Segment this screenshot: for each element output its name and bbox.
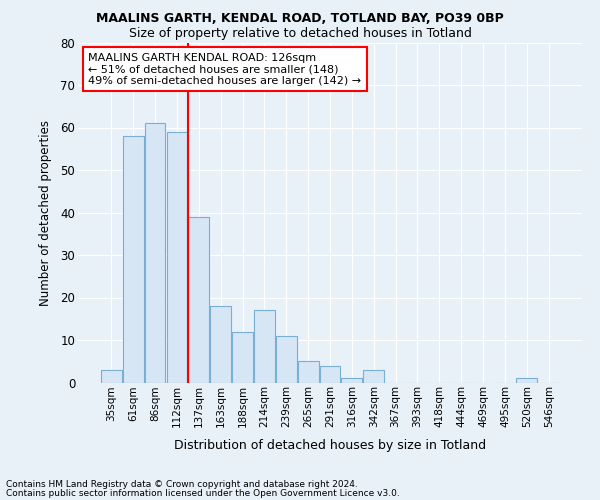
Bar [276,336,296,382]
Bar [364,370,384,382]
Bar [254,310,275,382]
Text: Contains HM Land Registry data © Crown copyright and database right 2024.: Contains HM Land Registry data © Crown c… [6,480,358,489]
Text: Size of property relative to detached houses in Totland: Size of property relative to detached ho… [128,28,472,40]
Bar [145,123,166,382]
Bar [341,378,362,382]
Bar [517,378,537,382]
Bar [210,306,231,382]
Text: MAALINS GARTH KENDAL ROAD: 126sqm
← 51% of detached houses are smaller (148)
49%: MAALINS GARTH KENDAL ROAD: 126sqm ← 51% … [88,52,361,86]
Bar [188,217,209,382]
Bar [232,332,253,382]
Bar [167,132,187,382]
Text: Contains public sector information licensed under the Open Government Licence v3: Contains public sector information licen… [6,488,400,498]
Bar [320,366,340,382]
Bar [298,361,319,382]
Text: MAALINS GARTH, KENDAL ROAD, TOTLAND BAY, PO39 0BP: MAALINS GARTH, KENDAL ROAD, TOTLAND BAY,… [96,12,504,26]
Bar [101,370,122,382]
Bar [123,136,143,382]
X-axis label: Distribution of detached houses by size in Totland: Distribution of detached houses by size … [174,438,486,452]
Y-axis label: Number of detached properties: Number of detached properties [39,120,52,306]
